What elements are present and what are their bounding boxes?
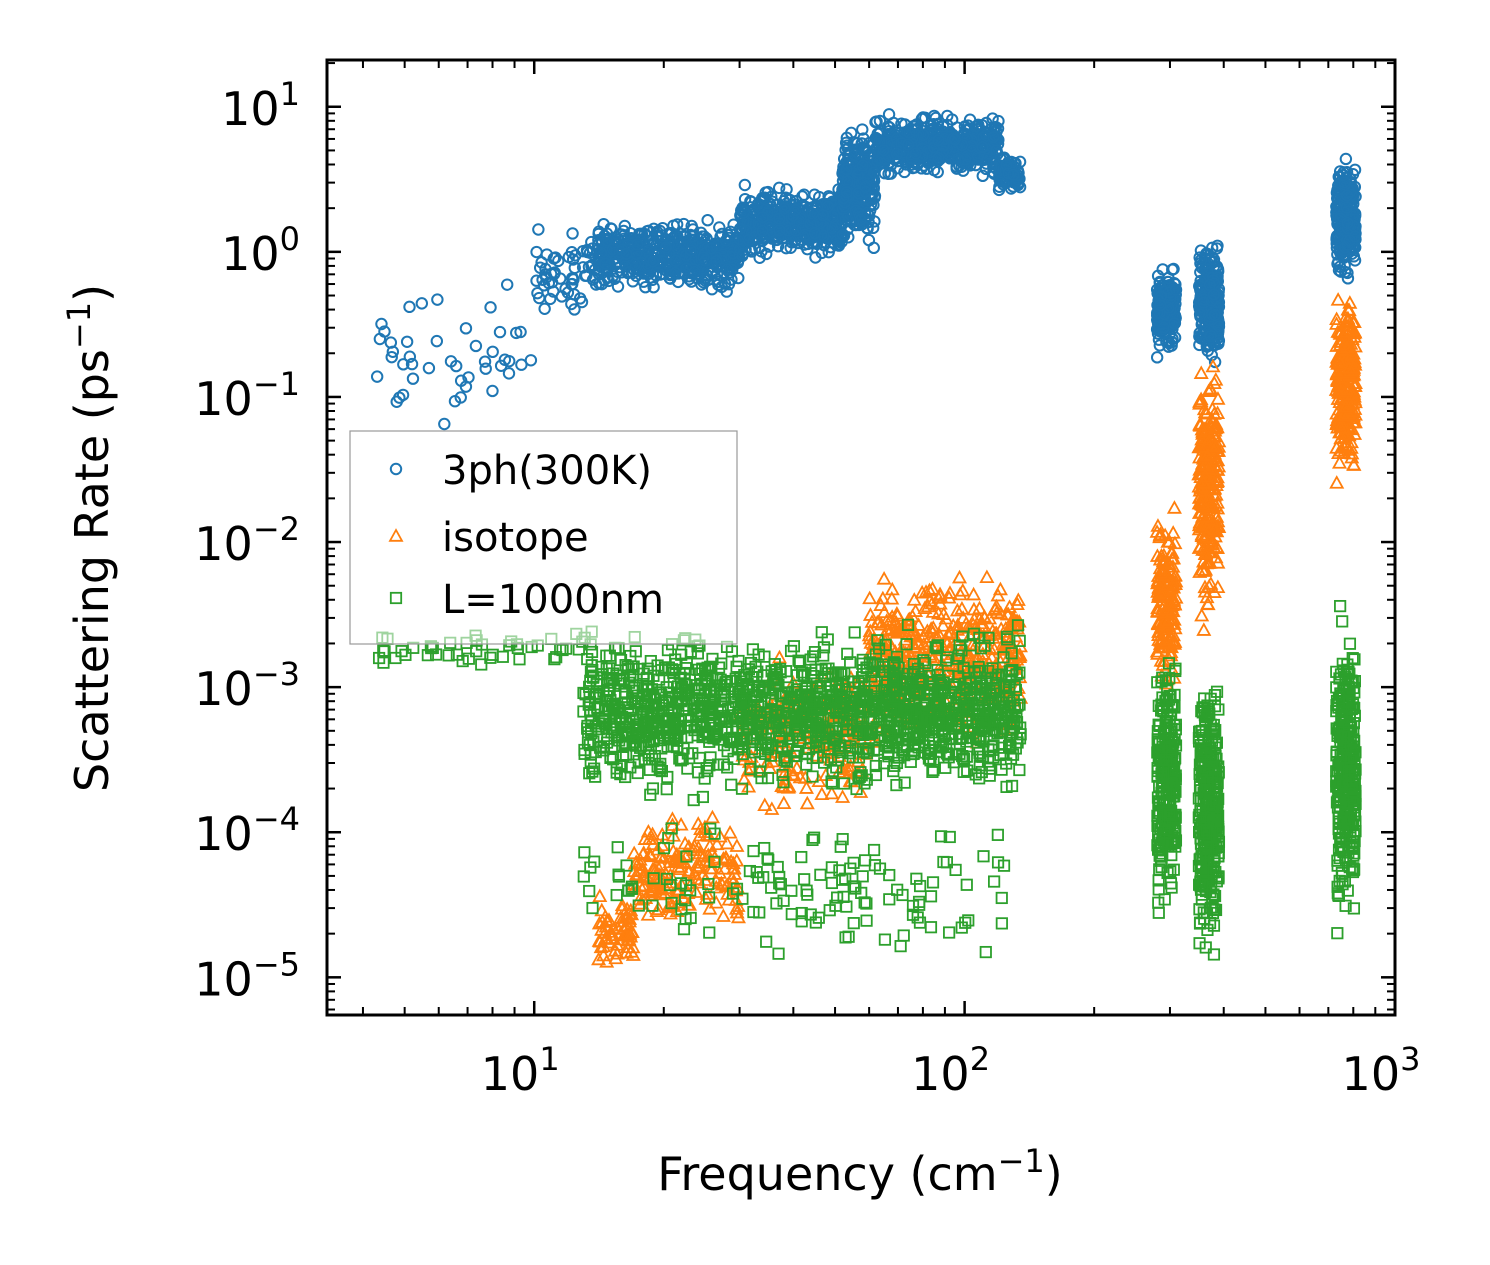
data-point [539, 304, 549, 314]
data-point [740, 180, 750, 190]
data-point [396, 646, 406, 656]
data-point [878, 573, 890, 584]
data-point [531, 247, 541, 257]
data-point [731, 840, 743, 851]
data-point [461, 323, 471, 333]
data-point [372, 371, 382, 381]
data-point [402, 337, 412, 347]
data-point [514, 654, 524, 664]
data-point [504, 368, 514, 378]
data-point [717, 910, 729, 921]
data-point [954, 589, 966, 600]
data-point [968, 589, 980, 600]
data-point [1152, 352, 1162, 362]
data-point [516, 360, 526, 370]
data-point [908, 594, 920, 605]
data-point [837, 791, 849, 802]
data-point [432, 336, 442, 346]
data-point [801, 798, 813, 809]
data-point [864, 592, 876, 603]
data-point [404, 302, 414, 312]
data-point [487, 386, 497, 396]
data-point [481, 363, 491, 373]
scatter-chart: 101 102 10310110010−110−210−310−410−5 Freq… [0, 0, 1490, 1265]
data-point [875, 599, 887, 610]
data-point [721, 838, 733, 849]
data-point [1198, 624, 1210, 635]
data-point [471, 341, 481, 351]
data-point [1341, 154, 1351, 164]
series-L=1000nm [374, 601, 1361, 960]
data-point [816, 788, 828, 799]
data-point [864, 235, 874, 245]
data-point [502, 279, 512, 289]
data-point [953, 572, 965, 583]
data-point [488, 347, 498, 357]
data-point [408, 373, 418, 383]
data-point [432, 294, 442, 304]
data-point [706, 812, 718, 823]
data-point [878, 606, 890, 617]
data-point [1331, 477, 1343, 488]
data-point [594, 890, 606, 901]
data-point [724, 827, 736, 838]
data-point [981, 571, 993, 582]
data-point [390, 653, 400, 663]
data-point [498, 652, 508, 662]
data-point [699, 773, 709, 783]
data-point [1195, 367, 1207, 378]
data-point [1168, 502, 1180, 513]
data-point [1196, 610, 1208, 621]
data-point [567, 228, 577, 238]
data-point [1332, 294, 1344, 305]
data-point [533, 224, 543, 234]
data-point [1167, 527, 1179, 538]
data-point [662, 784, 672, 794]
data-point [778, 797, 790, 808]
data-point [702, 215, 712, 225]
data-point [495, 327, 505, 337]
data-point [400, 650, 410, 660]
data-point [485, 302, 495, 312]
data-point [417, 298, 427, 308]
data-point [648, 783, 658, 793]
data-point [645, 790, 655, 800]
data-point [628, 847, 640, 858]
data-point [424, 363, 434, 373]
data-point [849, 627, 859, 637]
data-point [439, 419, 449, 429]
